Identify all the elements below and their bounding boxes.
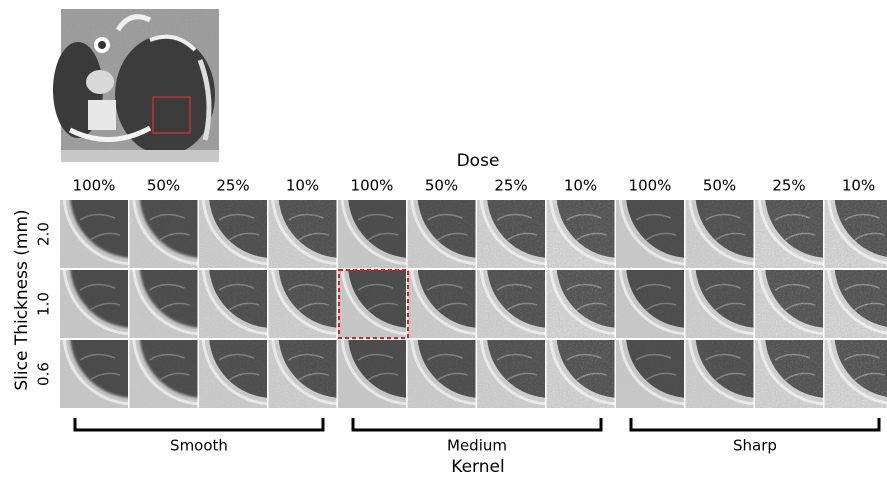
- dose-label: 50%: [425, 177, 458, 195]
- patch-noise: [477, 200, 545, 268]
- patch-noise: [130, 270, 198, 338]
- patch-noise: [338, 270, 406, 338]
- kernel-bracket: [353, 418, 601, 430]
- dose-label: 50%: [703, 177, 736, 195]
- patch-noise: [755, 270, 823, 338]
- patch-noise: [60, 200, 128, 268]
- slice-label: 2.0: [35, 222, 53, 246]
- dose-label: 100%: [73, 177, 116, 195]
- patch-noise: [338, 200, 406, 268]
- patch-noise: [616, 270, 684, 338]
- patch-noise: [269, 340, 337, 408]
- patch-noise: [825, 340, 887, 408]
- kernel-bracket: [631, 418, 879, 430]
- dose-label: 25%: [216, 177, 249, 195]
- ct-patch: [825, 124, 887, 268]
- patch-noise: [686, 340, 754, 408]
- patch-noise: [547, 200, 615, 268]
- kernel-label: Medium: [447, 437, 507, 455]
- ct-thumbnail: [53, 9, 219, 162]
- patch-noise: [547, 270, 615, 338]
- dose-label: 100%: [351, 177, 394, 195]
- patch-noise: [338, 340, 406, 408]
- kernel-title: Kernel: [451, 457, 504, 477]
- dose-label: 25%: [772, 177, 805, 195]
- slice-title: Slice Thickness (mm): [12, 209, 32, 390]
- patch-noise: [477, 270, 545, 338]
- dose-label: 25%: [494, 177, 527, 195]
- dose-label: 100%: [629, 177, 672, 195]
- dose-label: 50%: [147, 177, 180, 195]
- dose-label: 10%: [842, 177, 875, 195]
- patch-noise: [477, 340, 545, 408]
- patch-noise: [199, 340, 267, 408]
- patch-noise: [408, 200, 476, 268]
- patch-noise: [269, 200, 337, 268]
- patch-noise: [269, 270, 337, 338]
- patch-noise: [60, 270, 128, 338]
- patch-noise: [547, 340, 615, 408]
- patch-noise: [616, 340, 684, 408]
- patch-noise: [408, 340, 476, 408]
- dose-label: 10%: [286, 177, 319, 195]
- dose-title: Dose: [457, 151, 500, 171]
- kernel-label: Smooth: [170, 437, 228, 455]
- slice-label: 0.6: [35, 362, 53, 386]
- patch-noise: [686, 270, 754, 338]
- patch-noise: [408, 270, 476, 338]
- patch-noise: [199, 270, 267, 338]
- kernel-label: Sharp: [733, 437, 777, 455]
- patch-noise: [130, 200, 198, 268]
- patch-noise: [60, 340, 128, 408]
- patch-noise: [130, 340, 198, 408]
- patch-noise: [755, 340, 823, 408]
- patch-noise: [686, 200, 754, 268]
- patch-noise: [825, 270, 887, 338]
- figure: Dose Kernel Slice Thickness (mm) 100% 50%…: [0, 0, 887, 479]
- patch-noise: [616, 200, 684, 268]
- patch-noise: [825, 200, 887, 268]
- patch-noise: [755, 200, 823, 268]
- kernel-bracket: [75, 418, 323, 430]
- slice-label: 1.0: [35, 292, 53, 316]
- patch-noise: [199, 200, 267, 268]
- dose-label: 10%: [564, 177, 597, 195]
